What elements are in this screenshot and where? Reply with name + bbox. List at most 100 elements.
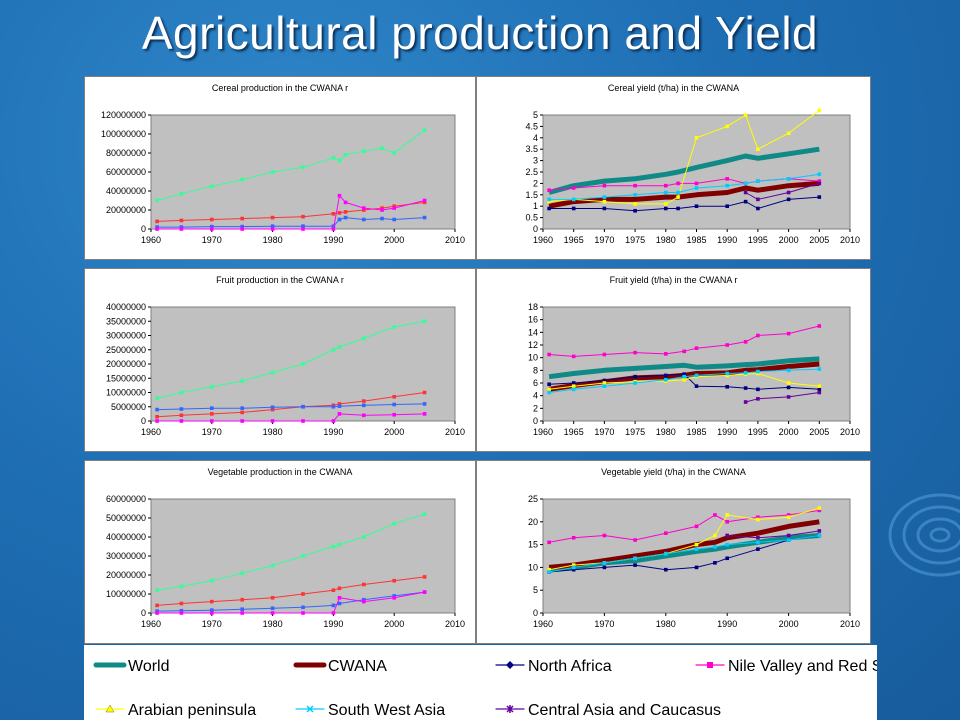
data-point	[725, 542, 729, 547]
x-tick-label: 1980	[656, 427, 676, 437]
data-point	[331, 212, 336, 216]
y-tick-label: 20000000	[106, 205, 146, 215]
series-line-south-west-asia	[549, 368, 820, 393]
y-tick-label: 0	[533, 224, 538, 234]
data-point	[343, 210, 348, 214]
slide-title: Agricultural production and Yield	[141, 7, 819, 59]
data-point	[240, 177, 244, 182]
data-point	[602, 533, 607, 538]
data-point	[210, 406, 214, 410]
data-point	[571, 387, 576, 392]
data-point	[362, 149, 366, 153]
data-point	[786, 533, 791, 538]
chart-cereal-yield: Cereal yield (t/ha) in the CWANA 0 0.5 1 1.5…	[476, 76, 871, 260]
data-point	[337, 345, 342, 349]
data-point	[210, 412, 214, 416]
data-point	[817, 172, 822, 177]
y-tick-label: 10000000	[106, 388, 146, 398]
x-tick-label: 2010	[445, 235, 465, 245]
data-point	[210, 224, 214, 229]
data-point	[756, 397, 760, 401]
data-point	[270, 606, 275, 611]
legend-label: South West Asia	[328, 702, 445, 719]
data-point	[392, 206, 396, 210]
legend-label: Central Asia and Caucasus	[528, 702, 721, 719]
x-tick-label: 1990	[323, 619, 343, 629]
legend-label: North Africa	[528, 658, 612, 675]
plot-area	[542, 114, 851, 230]
data-point	[392, 412, 396, 417]
data-point	[682, 372, 687, 376]
data-point	[547, 540, 551, 545]
x-tick-label: 2000	[779, 427, 799, 437]
legend-marker	[306, 705, 314, 713]
data-point	[337, 601, 342, 606]
data-point	[682, 374, 687, 379]
data-point	[362, 336, 366, 341]
y-tick-label: 0	[141, 224, 146, 234]
x-tick-label: 1965	[564, 235, 584, 245]
data-point	[664, 531, 668, 535]
data-point	[786, 190, 791, 195]
data-point	[664, 183, 668, 188]
data-point	[331, 404, 336, 409]
data-point	[664, 378, 668, 382]
chart-title: Cereal yield (t/ha) in the CWANA	[608, 83, 739, 93]
data-point	[756, 197, 760, 202]
x-tick-label: 1975	[625, 235, 645, 245]
data-point	[817, 384, 822, 388]
data-point	[547, 567, 551, 572]
legend-marker	[105, 704, 115, 713]
data-point	[337, 402, 342, 406]
data-point	[817, 195, 822, 199]
data-point	[682, 378, 687, 382]
y-tick-label: 40000000	[106, 302, 146, 312]
data-point	[817, 181, 822, 186]
data-point	[155, 609, 159, 613]
y-tick-label: 4	[533, 133, 538, 143]
data-point	[786, 513, 791, 517]
data-point	[786, 331, 791, 336]
x-tick-label: 1985	[686, 235, 706, 245]
data-point	[270, 170, 275, 174]
data-point	[743, 386, 748, 390]
y-tick-label: 0	[141, 416, 146, 426]
legend-marker	[707, 662, 713, 668]
data-point	[362, 582, 366, 587]
chart-svg: Vegetable yield (t/ha) in the CWANA 0 5 10 1…	[528, 467, 860, 629]
x-tick-label: 1990	[717, 235, 737, 245]
x-tick-label: 1980	[263, 235, 283, 245]
data-point	[380, 206, 384, 210]
series-line-world	[548, 146, 820, 195]
x-tick-label: 2000	[384, 427, 404, 437]
series-line-north-africa	[549, 196, 820, 212]
data-point	[743, 340, 748, 344]
data-point	[270, 227, 275, 231]
data-point	[155, 414, 159, 419]
data-point	[179, 218, 184, 223]
data-point	[664, 190, 668, 195]
x-tick-label: 1965	[564, 427, 584, 437]
chart-vegetable-yield: Vegetable yield (t/ha) in the CWANA 0 5 10 1…	[476, 460, 871, 644]
data-point	[694, 204, 699, 208]
data-point	[331, 155, 336, 160]
data-point	[571, 206, 576, 211]
y-tick-label: 80000000	[106, 148, 146, 158]
data-point	[602, 195, 607, 199]
data-point	[337, 412, 342, 416]
data-point	[725, 520, 729, 524]
chart-svg: Fruit production in the CWANA r 0 5000000 1…	[106, 275, 465, 437]
data-point	[362, 413, 366, 418]
data-point	[422, 402, 427, 406]
data-point	[331, 603, 336, 608]
data-point	[179, 608, 184, 613]
data-point	[210, 611, 214, 615]
data-point	[179, 225, 184, 229]
legend-item-central-asia-and-caucasus: Central Asia and Caucasus	[495, 702, 721, 719]
y-tick-label: 30000000	[106, 551, 146, 561]
legend-item-south-west-asia: South West Asia	[295, 702, 445, 719]
data-point	[786, 177, 791, 181]
chart-vegetable-production: Vegetable production in the CWANA 0 100000…	[84, 460, 476, 644]
data-point	[713, 545, 717, 549]
data-point	[817, 324, 822, 328]
